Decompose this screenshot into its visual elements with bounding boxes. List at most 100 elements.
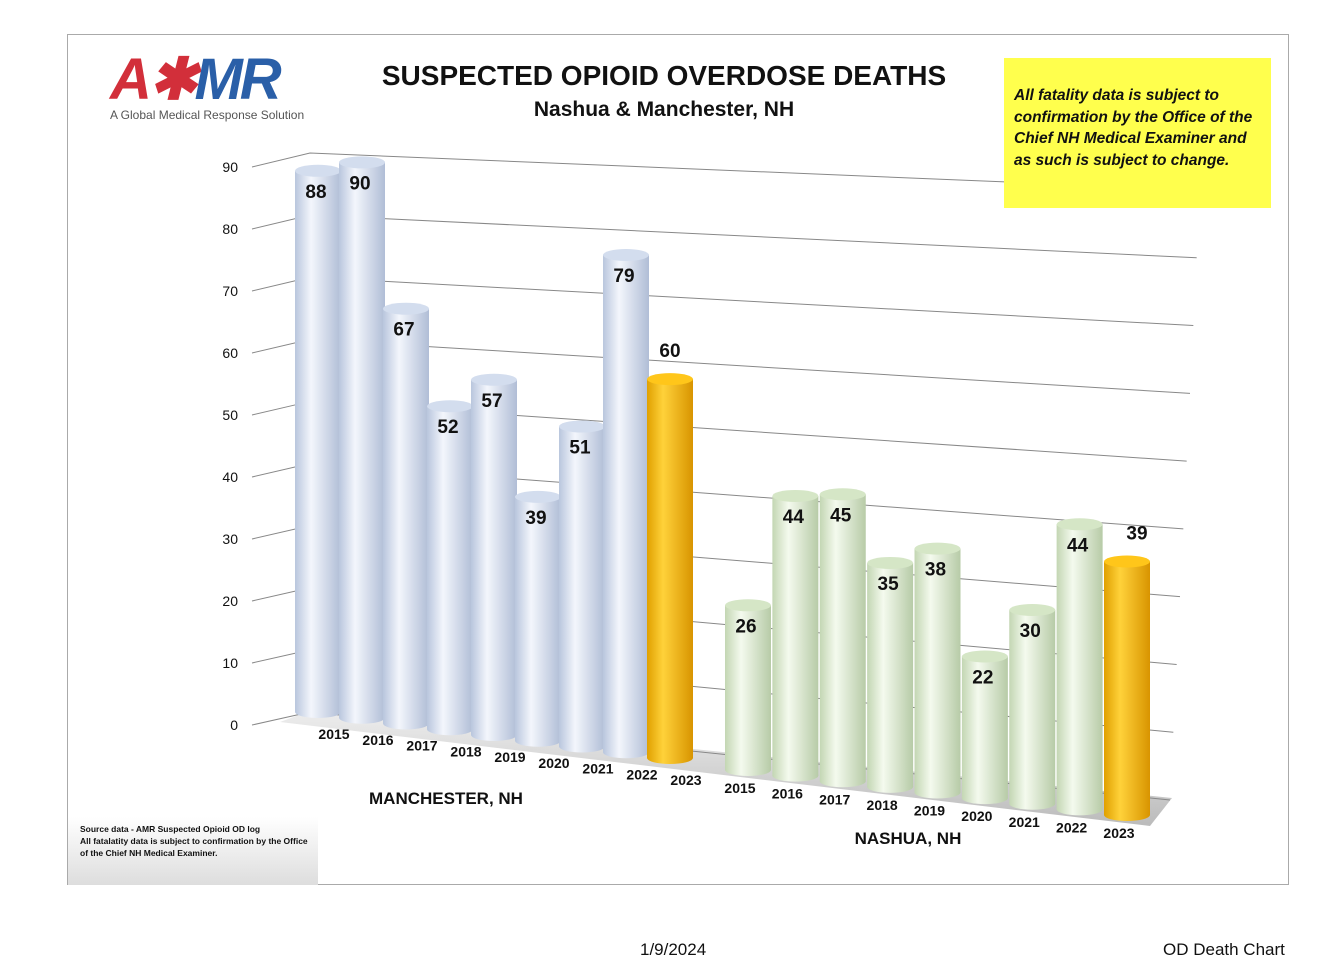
bar-top bbox=[819, 488, 866, 501]
bar-nashua-2017: 45 2017 bbox=[819, 488, 866, 807]
bar-top bbox=[914, 542, 961, 555]
bar-top bbox=[471, 373, 517, 386]
bar-top bbox=[1104, 555, 1150, 568]
bar-body bbox=[295, 170, 341, 713]
amr-logo: A✱MR A Global Medical Response Solution bbox=[110, 51, 310, 123]
bar-body bbox=[471, 379, 517, 735]
y-tick-label: 80 bbox=[222, 221, 238, 237]
data-label: 39 bbox=[525, 508, 546, 529]
x-tick-label: 2015 bbox=[724, 780, 755, 796]
y-tick-label: 60 bbox=[222, 345, 238, 361]
bar-body bbox=[1009, 609, 1056, 804]
bar-manchester-2023: 60 2023 bbox=[647, 341, 702, 788]
bar-top bbox=[515, 490, 561, 503]
bar-body bbox=[1104, 561, 1150, 815]
bar-top bbox=[1009, 603, 1056, 616]
bar-nashua-2016: 44 2016 bbox=[772, 489, 819, 802]
data-label: 60 bbox=[659, 341, 680, 362]
data-label: 38 bbox=[925, 560, 946, 581]
bar-manchester-2018: 52 2018 bbox=[427, 400, 482, 759]
series-label: NASHUA, NH bbox=[855, 829, 962, 848]
data-label: 45 bbox=[830, 505, 852, 526]
bar-manchester-2019: 57 2019 bbox=[471, 373, 526, 765]
bar-body bbox=[603, 255, 649, 753]
data-label: 57 bbox=[481, 391, 502, 412]
data-label: 51 bbox=[569, 438, 591, 459]
bar-body bbox=[647, 379, 693, 758]
bar-top bbox=[339, 156, 385, 169]
chart-frame bbox=[67, 34, 1289, 885]
bar-manchester-2021: 51 2021 bbox=[559, 420, 614, 777]
bar-base bbox=[515, 734, 561, 747]
bar-top bbox=[427, 400, 473, 413]
bar-base bbox=[867, 780, 914, 793]
bar-top bbox=[647, 373, 693, 386]
chart-title: SUSPECTED OPIOID OVERDOSE DEATHS bbox=[381, 60, 947, 91]
bar-base bbox=[1104, 809, 1150, 821]
bar-nashua-2018: 35 2018 bbox=[867, 556, 914, 813]
bar-manchester-2015: 88 2015 bbox=[295, 164, 350, 742]
bar-base bbox=[1009, 797, 1056, 810]
data-label: 44 bbox=[1067, 535, 1089, 556]
x-tick-label: 2020 bbox=[961, 808, 992, 824]
data-label: 52 bbox=[437, 417, 458, 438]
y-tick-label: 30 bbox=[222, 531, 238, 547]
x-tick-label: 2018 bbox=[867, 797, 898, 813]
y-tick-label: 40 bbox=[222, 469, 238, 485]
data-label: 88 bbox=[305, 182, 326, 203]
logo-tagline: A Global Medical Response Solution bbox=[110, 108, 305, 122]
y-tick-label: 70 bbox=[222, 283, 238, 299]
bar-manchester-2022: 79 2022 bbox=[603, 249, 658, 782]
bar-base bbox=[1056, 803, 1103, 816]
x-tick-label: 2017 bbox=[819, 791, 850, 807]
bar-top bbox=[725, 599, 771, 612]
gridline bbox=[251, 214, 1197, 259]
y-tick-label: 20 bbox=[222, 593, 238, 609]
data-label: 35 bbox=[878, 574, 900, 595]
bar-top bbox=[867, 556, 914, 569]
x-tick-label: 2016 bbox=[772, 786, 803, 802]
x-tick-label: 2023 bbox=[670, 772, 701, 788]
x-tick-label: 2016 bbox=[362, 732, 393, 748]
bar-body bbox=[725, 605, 771, 770]
bar-body bbox=[383, 308, 429, 724]
x-tick-label: 2022 bbox=[626, 766, 657, 782]
bar-body bbox=[819, 494, 866, 782]
x-tick-label: 2021 bbox=[582, 761, 613, 777]
bar-base bbox=[772, 769, 819, 782]
y-tick-label: 0 bbox=[230, 717, 238, 733]
x-tick-label: 2019 bbox=[914, 803, 945, 819]
bar-nashua-2015: 26 2015 bbox=[724, 599, 771, 796]
x-tick-label: 2015 bbox=[318, 726, 349, 742]
bar-base bbox=[647, 752, 693, 764]
data-label: 26 bbox=[735, 616, 756, 637]
bar-nashua-2023: 39 2023 bbox=[1103, 524, 1150, 841]
gridline bbox=[251, 152, 1201, 191]
footer-date: 1/9/2024 bbox=[640, 940, 707, 959]
x-tick-label: 2023 bbox=[1103, 825, 1134, 841]
data-label: 39 bbox=[1126, 524, 1147, 545]
x-tick-label: 2017 bbox=[406, 738, 437, 754]
series-label: MANCHESTER, NH bbox=[369, 789, 523, 808]
bar-nashua-2020: 22 2020 bbox=[961, 650, 1008, 824]
x-tick-label: 2022 bbox=[1056, 819, 1087, 835]
bar-base bbox=[819, 775, 866, 788]
x-tick-label: 2021 bbox=[1009, 814, 1040, 830]
bar-top bbox=[559, 420, 605, 433]
y-tick-label: 50 bbox=[222, 407, 238, 423]
data-label: 67 bbox=[393, 320, 414, 341]
bar-base bbox=[383, 717, 429, 730]
x-tick-label: 2019 bbox=[494, 749, 525, 765]
bar-base bbox=[295, 706, 341, 718]
data-label: 44 bbox=[783, 507, 805, 528]
bar-top bbox=[603, 249, 649, 262]
bar-top bbox=[961, 650, 1008, 663]
bar-nashua-2022: 44 2022 bbox=[1056, 518, 1103, 835]
bar-base bbox=[427, 723, 473, 736]
chart-subtitle: Nashua & Manchester, NH bbox=[533, 98, 795, 121]
bar-top bbox=[383, 302, 429, 315]
y-tick-label: 90 bbox=[222, 159, 238, 175]
bar-top bbox=[1056, 518, 1103, 531]
bar-manchester-2020: 39 2020 bbox=[515, 490, 570, 771]
bar-base bbox=[559, 740, 605, 753]
